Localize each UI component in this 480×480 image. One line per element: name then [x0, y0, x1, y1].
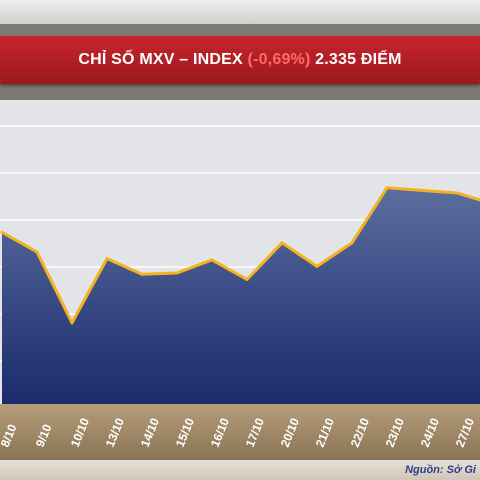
data-point-15/10: [175, 271, 179, 275]
x-tick-label: 8/10: [0, 422, 20, 449]
title-prefix: CHỈ SỐ MXV – INDEX: [78, 51, 243, 68]
data-point-10/10: [70, 321, 74, 325]
x-tick-label: 20/10: [278, 416, 302, 449]
x-axis-band: [0, 404, 480, 460]
x-tick-label: 27/10: [453, 416, 477, 449]
data-point-9/10: [35, 250, 39, 254]
bottom-strip: [0, 460, 480, 480]
top-strip: [0, 0, 480, 24]
data-point-14/10: [140, 272, 144, 276]
x-tick-label: 23/10: [383, 416, 407, 449]
x-tick-label: 14/10: [138, 416, 162, 449]
chart-title: CHỈ SỐ MXV – INDEX (-0,69%) 2.335 ĐIỂM: [0, 36, 480, 84]
data-point-23/10: [385, 186, 389, 190]
source-note: Nguồn: Sở Gi: [405, 464, 476, 476]
data-point-24/10: [420, 188, 424, 192]
data-point-17/10: [245, 278, 249, 282]
x-tick-label: 22/10: [348, 416, 372, 449]
x-tick-label: 24/10: [418, 416, 442, 449]
data-point-21/10: [315, 264, 319, 268]
data-point-20/10: [280, 241, 284, 245]
x-tick-label: 16/10: [208, 416, 232, 449]
data-point-8/10: [0, 230, 4, 234]
title-change: (-0,69%): [247, 51, 311, 68]
x-tick-label: 21/10: [313, 416, 337, 449]
area-fill: [2, 187, 480, 404]
x-tick-label: 10/10: [68, 416, 92, 449]
data-point-22/10: [350, 241, 354, 245]
data-point-16/10: [210, 258, 214, 262]
data-point-13/10: [105, 257, 109, 261]
x-tick-label: 9/10: [33, 422, 55, 449]
title-suffix: 2.335 ĐIỂM: [315, 51, 402, 68]
x-tick-label: 17/10: [243, 416, 267, 449]
data-point-27/10: [455, 191, 459, 195]
x-tick-label: 15/10: [173, 416, 197, 449]
title-banner: CHỈ SỐ MXV – INDEX (-0,69%) 2.335 ĐIỂM: [0, 36, 480, 84]
x-tick-label: 13/10: [103, 416, 127, 449]
